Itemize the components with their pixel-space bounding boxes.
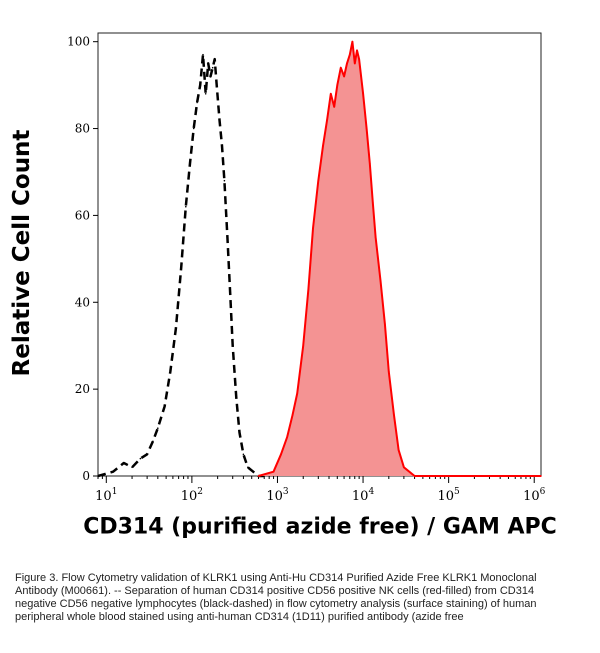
series-point-red-filled: [272, 470, 275, 473]
series-point-black-dashed: [213, 58, 216, 60]
series-point-black-dashed: [139, 457, 142, 460]
series-point-red-filled: [346, 62, 348, 65]
x-tick-label: 103: [266, 487, 289, 504]
series-point-black-dashed: [157, 427, 159, 430]
series-point-red-filled: [291, 414, 294, 417]
series-point-red-filled: [540, 475, 542, 477]
y-tick-label: 80: [75, 122, 90, 136]
series-point-black-dashed: [242, 453, 245, 456]
series-point-black-dashed: [199, 84, 201, 86]
series-point-black-dashed: [112, 470, 114, 473]
series-point-black-dashed: [97, 475, 99, 477]
series-point-black-dashed: [247, 466, 249, 469]
series-point-red-filled: [336, 84, 339, 86]
series-point-red-filled: [356, 49, 358, 52]
series-point-red-filled: [302, 344, 305, 347]
series-point-red-filled: [351, 40, 354, 43]
series-point-black-dashed: [196, 101, 198, 104]
y-tick-label: 60: [75, 208, 90, 222]
series-point-black-dashed: [215, 84, 218, 86]
series-point-black-dashed: [192, 127, 195, 130]
series-fill-red-filled: [258, 41, 541, 476]
series-point-red-filled: [280, 453, 282, 456]
y-tick-label: 0: [82, 469, 90, 483]
series-point-red-filled: [388, 371, 390, 373]
x-tick-label: 104: [352, 487, 375, 504]
series-point-red-filled: [447, 475, 450, 477]
x-tick-label: 101: [95, 487, 117, 504]
series-point-red-filled: [340, 66, 342, 69]
series-point-black-dashed: [229, 292, 231, 295]
series-point-black-dashed: [131, 466, 133, 469]
series-point-black-dashed: [146, 453, 148, 456]
series-point-red-filled: [358, 58, 360, 60]
series-point-black-dashed: [218, 119, 221, 121]
series-point-red-filled: [343, 75, 345, 78]
series-point-red-filled: [354, 62, 356, 65]
flow-cytometry-histogram: 0 20 40 60 80 100 101 102 103 104 105 106: [67, 32, 546, 504]
series-point-red-filled: [379, 279, 382, 282]
series-point-black-dashed: [207, 62, 209, 65]
series-point-red-filled: [333, 106, 336, 108]
series-point-red-filled: [362, 93, 364, 95]
series-point-red-filled: [413, 475, 416, 477]
series-point-red-filled: [326, 119, 328, 121]
series-point-black-dashed: [152, 440, 154, 443]
series-point-black-dashed: [202, 53, 204, 56]
series-point-red-filled: [317, 179, 320, 182]
x-tick-label: 106: [523, 487, 546, 504]
series-point-red-filled: [360, 75, 362, 78]
figure-caption: Figure 3. Flow Cytometry validation of K…: [15, 572, 537, 623]
series-point-red-filled: [296, 392, 299, 395]
y-axis-label: Relative Cell Count: [9, 129, 35, 377]
y-tick-label: 40: [75, 295, 90, 309]
x-tick-label: 105: [437, 487, 460, 504]
series-point-black-dashed: [123, 462, 125, 464]
series-point-red-filled: [307, 288, 310, 291]
series-point-black-dashed: [204, 93, 207, 95]
series-point-black-dashed: [235, 397, 238, 399]
series-point-red-filled: [286, 436, 289, 438]
series-point-black-dashed: [180, 266, 182, 269]
series-point-black-dashed: [175, 327, 177, 330]
series-point-red-filled: [397, 449, 400, 451]
series-point-red-filled: [312, 227, 314, 230]
series-point-black-dashed: [209, 75, 212, 78]
series-point-black-dashed: [231, 344, 234, 347]
series-point-black-dashed: [223, 179, 226, 182]
series-point-black-dashed: [226, 236, 229, 238]
series-point-red-filled: [330, 93, 332, 95]
y-tick-label: 20: [75, 382, 90, 396]
series-point-black-dashed: [211, 66, 214, 69]
series-point-red-filled: [349, 53, 351, 56]
series-point-red-filled: [374, 236, 377, 238]
x-tick-label: 102: [181, 487, 203, 504]
series-point-black-dashed: [221, 145, 223, 147]
series-point-red-filled: [403, 466, 405, 469]
series-point-red-filled: [372, 201, 374, 204]
series-point-black-dashed: [163, 405, 166, 408]
series-point-red-filled: [257, 475, 260, 477]
series-point-red-filled: [365, 127, 368, 130]
series-line-black-dashed: [97, 53, 265, 478]
y-tick-label: 100: [67, 35, 90, 49]
chart-figure: 0 20 40 60 80 100 101 102 103 104 105 106 Relative …: [9, 32, 557, 540]
series-point-red-filled: [322, 145, 324, 147]
series-point-red-filled: [384, 323, 386, 325]
series-point-black-dashed: [169, 371, 172, 373]
series-point-red-filled: [369, 162, 371, 165]
series-point-red-filled: [393, 414, 395, 417]
series-point-black-dashed: [252, 470, 254, 473]
series-point-black-dashed: [238, 431, 241, 434]
series-point-black-dashed: [189, 162, 191, 165]
series-point-red-filled: [428, 475, 431, 477]
x-axis-label: CD314 (purified azide free) / GAM APC: [83, 514, 557, 540]
series-point-black-dashed: [185, 205, 187, 208]
